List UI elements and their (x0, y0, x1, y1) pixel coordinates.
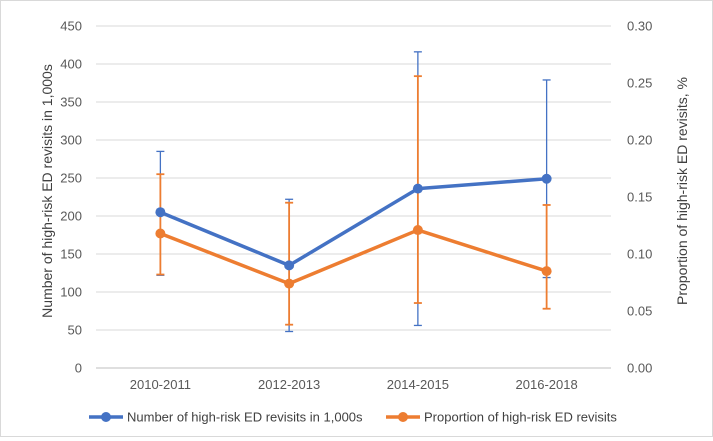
x-tick-label: 2014-2015 (387, 377, 449, 392)
y-left-tick-label: 100 (60, 285, 82, 300)
y-left-tick-label: 300 (60, 133, 82, 148)
data-point (284, 260, 295, 271)
x-tick-label: 2012-2013 (258, 377, 320, 392)
gridlines (96, 25, 611, 331)
tick-labels: 0 50 100 150 200 250 300 350 400 450 0.00 0.05 0.10 0… (60, 19, 652, 393)
series-lines (158, 177, 549, 286)
x-tick-label: 2010-2011 (130, 377, 191, 392)
y-right-tick-label: 0.25 (627, 76, 652, 91)
legend-marker (101, 412, 111, 422)
y-left-tick-label: 400 (60, 57, 82, 72)
y-left-tick-label: 450 (60, 19, 82, 34)
error-bars (156, 51, 551, 333)
legend: Number of high-risk ED revisits in 1,000… (89, 410, 617, 425)
data-point (412, 183, 423, 194)
data-point (284, 278, 295, 289)
y-left-tick-label: 250 (60, 171, 82, 186)
y-left-tick-label: 50 (68, 323, 82, 338)
y-left-tick-label: 200 (60, 209, 82, 224)
y-right-tick-label: 0.10 (627, 247, 652, 262)
series-line (158, 177, 549, 268)
y-right-tick-label: 0.00 (627, 361, 652, 376)
y-left-tick-label: 0 (75, 361, 82, 376)
y-right-tick-label: 0.05 (627, 304, 652, 319)
data-point (541, 266, 552, 277)
data-point (155, 207, 166, 218)
data-point (541, 173, 552, 184)
legend-marker (398, 412, 408, 422)
legend-label: Number of high-risk ED revisits in 1,000… (127, 410, 363, 425)
legend-label: Proportion of high-risk ED revisits (424, 410, 617, 425)
x-tick-label: 2016-2018 (516, 377, 578, 392)
y-right-tick-label: 0.30 (627, 19, 652, 34)
y-left-tick-label: 350 (60, 95, 82, 110)
y-left-axis-title: Number of high-risk ED revisits in 1,000… (39, 64, 55, 318)
y-right-tick-label: 0.20 (627, 133, 652, 148)
y-left-tick-label: 150 (60, 247, 82, 262)
data-point (155, 228, 166, 239)
y-right-axis-title: Proportion of high-risk ED revisits, % (674, 77, 690, 305)
data-point (412, 225, 423, 236)
series-line (158, 228, 549, 286)
series-points (155, 173, 552, 289)
y-right-tick-label: 0.15 (627, 190, 652, 205)
